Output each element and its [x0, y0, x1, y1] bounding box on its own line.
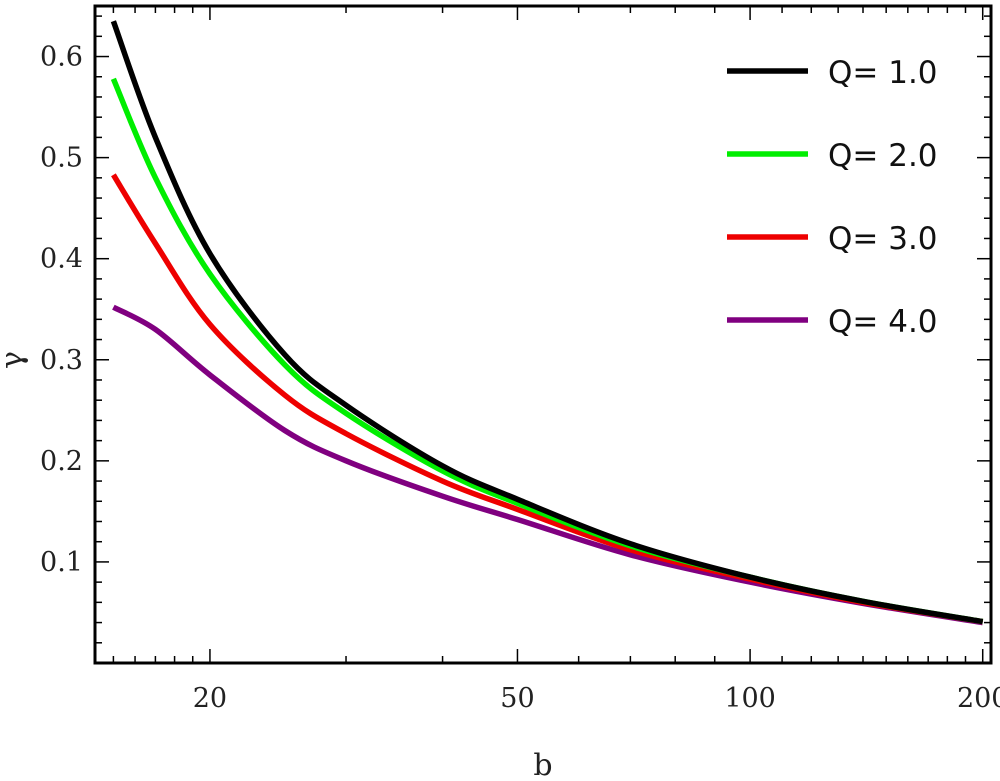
- legend-label: Q= 1.0: [828, 55, 938, 91]
- y-tick-label: 0.4: [40, 244, 83, 275]
- x-tick-label: 20: [193, 683, 227, 714]
- x-tick-label: 50: [500, 683, 534, 714]
- ticks: [95, 6, 991, 663]
- series-line-10: [110, 20, 984, 625]
- x-tick-label: 100: [724, 683, 776, 714]
- legend-label: Q= 3.0: [828, 221, 938, 257]
- plot-frame: [93, 4, 993, 665]
- y-tick-label: 0.6: [40, 42, 83, 73]
- y-axis-title: γ: [0, 351, 30, 369]
- legend-label: Q= 2.0: [828, 138, 938, 174]
- legend-label: Q= 4.0: [828, 304, 938, 340]
- tick-labels: 20 50 100 200 0.1 0.2 0.3 0.4 0.5 0.6: [40, 42, 1000, 714]
- x-axis-title: b: [533, 748, 552, 781]
- y-tick-label: 0.3: [40, 345, 83, 376]
- legend: Q= 1.0 Q= 2.0 Q= 3.0 Q= 4.0: [727, 55, 938, 340]
- x-tick-label: 200: [957, 683, 1000, 714]
- series-layer: [110, 20, 984, 626]
- series-line-40: [112, 304, 984, 626]
- y-tick-label: 0.1: [40, 547, 83, 578]
- y-tick-label: 0.5: [40, 143, 83, 174]
- y-tick-label: 0.2: [40, 446, 83, 477]
